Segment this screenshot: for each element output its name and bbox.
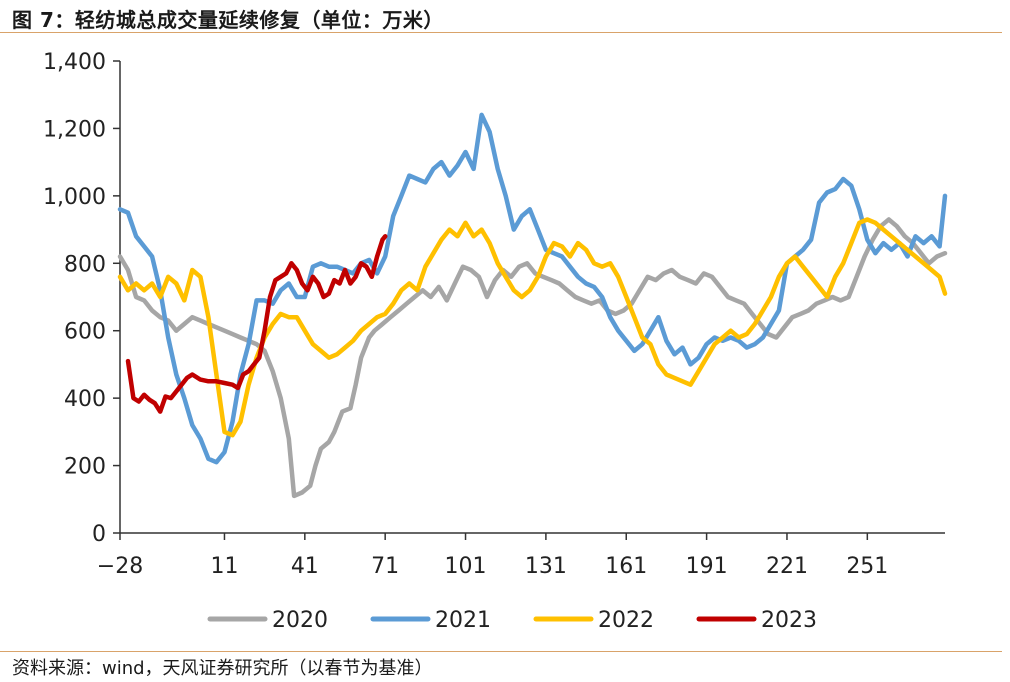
x-tick-label: 221 <box>766 554 808 579</box>
y-tick-label: 1,400 <box>43 50 106 75</box>
title-divider <box>0 32 1002 33</box>
y-tick-label: 400 <box>64 387 106 412</box>
series-line-2021 <box>117 112 948 465</box>
x-tick-label: 71 <box>371 554 399 579</box>
x-tick-label: 191 <box>686 554 728 579</box>
legend-label-2023: 2023 <box>761 608 817 633</box>
x-tick-label: 251 <box>846 554 888 579</box>
chart-series <box>117 112 948 499</box>
chart-axes: 0 200 400 600 800 1,000 1,200 1,400 −28 11 41 71 101… <box>43 50 945 579</box>
legend-label-2022: 2022 <box>598 608 654 633</box>
y-tick-label: 1,200 <box>43 117 106 142</box>
source-note: 资料来源：wind，天风证券研究所（以春节为基准） <box>12 658 433 679</box>
legend-label-2021: 2021 <box>435 608 491 633</box>
legend-label-2020: 2020 <box>272 608 328 633</box>
chart-legend: 2020 2021 2022 2023 <box>207 608 817 633</box>
chart-title: 图 7：轻纺城总成交量延续修复（单位：万米） <box>12 8 444 32</box>
y-tick-label: 600 <box>64 320 106 345</box>
y-tick-label: 1,000 <box>43 185 106 210</box>
x-tick-label: 101 <box>445 554 487 579</box>
line-chart: 0 200 400 600 800 1,000 1,200 1,400 −28 11 41 71 101… <box>43 50 948 633</box>
x-tick-label: −28 <box>97 554 143 579</box>
series-line-2022 <box>117 217 948 438</box>
source-divider <box>0 651 1002 652</box>
x-tick-label: 161 <box>605 554 647 579</box>
series-line-2023 <box>125 234 388 414</box>
y-tick-label: 800 <box>64 252 106 277</box>
y-tick-label: 0 <box>92 522 106 547</box>
x-tick-label: 41 <box>291 554 319 579</box>
x-tick-label: 11 <box>210 554 238 579</box>
y-tick-label: 200 <box>64 455 106 480</box>
x-tick-label: 131 <box>525 554 567 579</box>
